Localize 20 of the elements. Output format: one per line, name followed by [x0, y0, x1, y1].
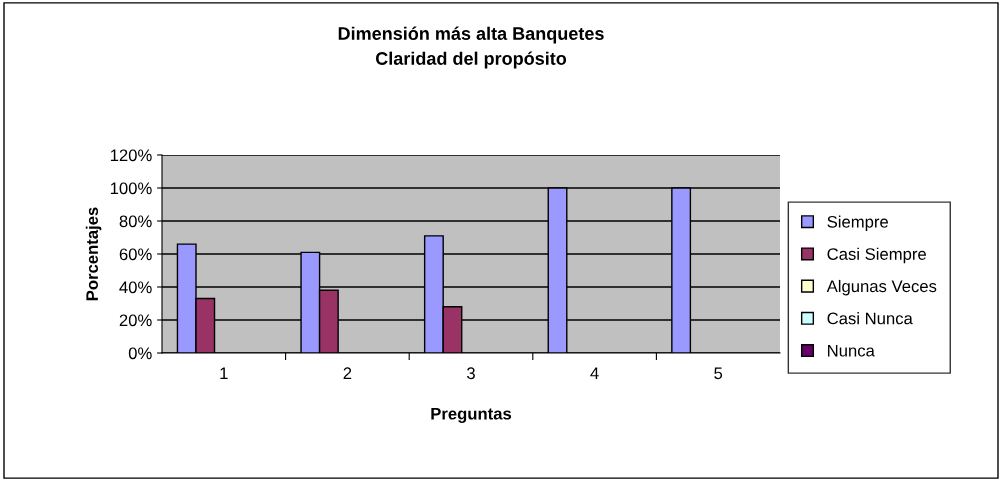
x-tick-label: 4	[590, 367, 599, 379]
legend-label: Algunas Veces	[826, 279, 937, 296]
legend-label: Casi Siempre	[827, 247, 926, 264]
y-tick-label: 80%	[119, 215, 152, 228]
legend-label: Siempre	[827, 215, 888, 232]
y-tick-label: 0%	[128, 347, 152, 360]
x-tick-label: 3	[467, 367, 475, 380]
y-tick-label: 40%	[119, 281, 152, 294]
y-tick-label: 100%	[110, 182, 152, 195]
y-tick-label: 120%	[110, 149, 152, 162]
x-tick-label: 5	[714, 367, 723, 380]
x-tick-label: 2	[343, 367, 352, 379]
legend-label: Casi Nunca	[827, 312, 913, 325]
x-axis-title: Preguntas	[431, 407, 512, 423]
y-tick-label: 20%	[119, 314, 152, 327]
y-tick-label: 60%	[119, 248, 152, 261]
y-axis-title: Porcentajes	[85, 207, 102, 301]
legend-label: Nunca	[828, 344, 875, 357]
x-tick-label: 1	[220, 367, 228, 379]
chart-title: Dimensión más alta Banquetes Claridad del propósito	[338, 26, 604, 69]
